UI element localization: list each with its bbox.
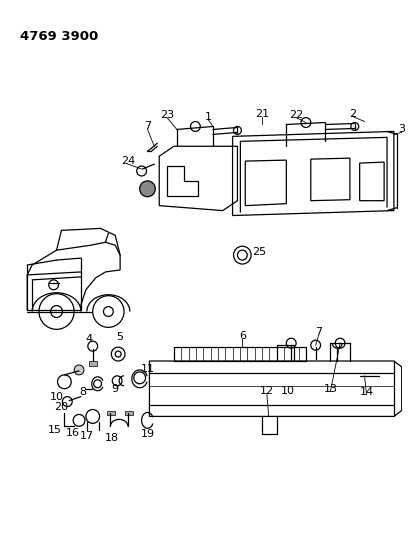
Text: 8: 8 [80,386,86,397]
Text: 18: 18 [105,433,120,443]
Text: 1: 1 [205,111,212,122]
Text: 7: 7 [144,122,151,132]
Text: 4: 4 [85,334,92,344]
Bar [125,411,133,415]
Text: 9: 9 [112,384,119,394]
Text: 12: 12 [260,386,274,395]
Text: 24: 24 [121,156,135,166]
Text: 7: 7 [315,327,322,337]
Bar [174,347,306,361]
Text: 2: 2 [349,109,357,119]
Text: 21: 21 [255,109,269,119]
Bar [107,411,115,415]
Text: 23: 23 [160,110,174,119]
Text: 14: 14 [359,386,374,397]
Text: 10: 10 [49,392,64,402]
Text: 5: 5 [117,332,124,342]
Text: 13: 13 [324,384,337,394]
Text: 11: 11 [140,364,155,374]
Circle shape [74,365,84,375]
Circle shape [140,181,155,197]
Circle shape [51,305,62,318]
Bar [89,361,97,366]
Text: 4769 3900: 4769 3900 [20,30,99,44]
Text: 25: 25 [252,247,266,257]
Circle shape [104,306,113,317]
Text: 22: 22 [289,110,303,119]
Text: 10: 10 [281,386,295,395]
Text: 16: 16 [66,428,80,438]
Text: 19: 19 [140,429,155,439]
Text: 6: 6 [239,332,246,341]
Text: 3: 3 [398,124,405,134]
Text: 20: 20 [54,401,69,411]
Text: 15: 15 [48,425,62,435]
Text: 17: 17 [80,431,94,441]
